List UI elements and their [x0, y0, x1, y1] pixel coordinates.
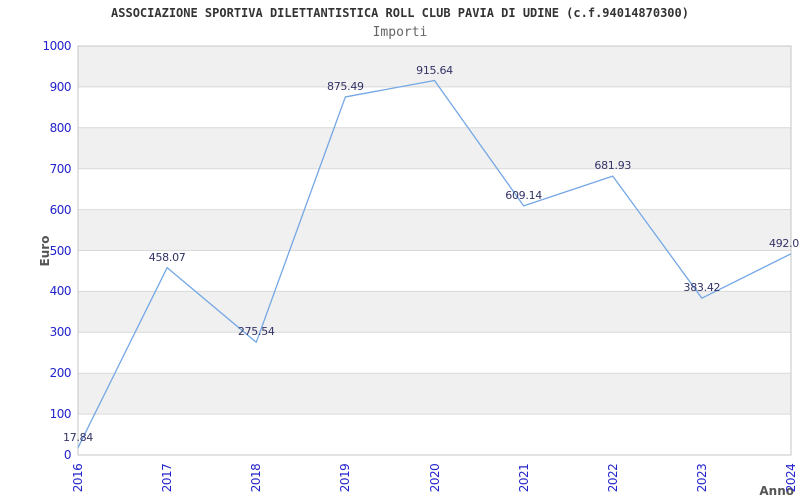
- y-tick-label: 600: [49, 202, 72, 217]
- y-tick-label: 700: [49, 161, 72, 176]
- y-tick-label: 1000: [42, 39, 71, 53]
- x-tick-label: 2023: [694, 463, 709, 493]
- value-label: 681.93: [594, 159, 632, 173]
- grid-band: [78, 209, 791, 251]
- y-tick-label: 800: [49, 120, 72, 135]
- x-tick-label: 2024: [784, 463, 798, 493]
- x-tick-label: 2017: [160, 463, 175, 493]
- y-tick-label: 200: [49, 366, 72, 381]
- x-tick-label: 2016: [71, 463, 85, 493]
- y-tick-label: 300: [49, 325, 72, 340]
- chart-title: ASSOCIAZIONE SPORTIVA DILETTANTISTICA RO…: [111, 6, 689, 20]
- value-label: 492.0: [769, 236, 799, 250]
- grid-band: [78, 291, 791, 333]
- grid-band: [78, 373, 791, 415]
- x-tick-label: 2022: [605, 463, 620, 493]
- chart-subtitle: Importi: [372, 25, 428, 40]
- y-tick-label: 500: [49, 243, 72, 258]
- value-label: 609.14: [505, 188, 542, 202]
- x-axis-label: Anno: [759, 484, 794, 498]
- x-tick-label: 2018: [249, 463, 264, 493]
- value-label: 458.07: [148, 250, 186, 264]
- chart-line: [77, 79, 792, 448]
- value-label: 915.64: [416, 63, 453, 77]
- x-tick-label: 2020: [427, 463, 442, 493]
- plot-border: [77, 45, 792, 456]
- grid-band: [78, 127, 791, 169]
- value-label: 17.84: [63, 430, 93, 444]
- y-tick-label: 0: [63, 448, 72, 462]
- value-label: 875.49: [327, 79, 364, 93]
- y-tick-label: 900: [49, 79, 72, 94]
- x-tick-label: 2019: [338, 463, 353, 493]
- x-tick-label: 2021: [516, 463, 531, 493]
- y-tick-label: 100: [49, 407, 72, 422]
- y-tick-label: 400: [49, 284, 72, 299]
- value-label: 275.54: [237, 325, 275, 339]
- value-label: 383.42: [683, 281, 721, 295]
